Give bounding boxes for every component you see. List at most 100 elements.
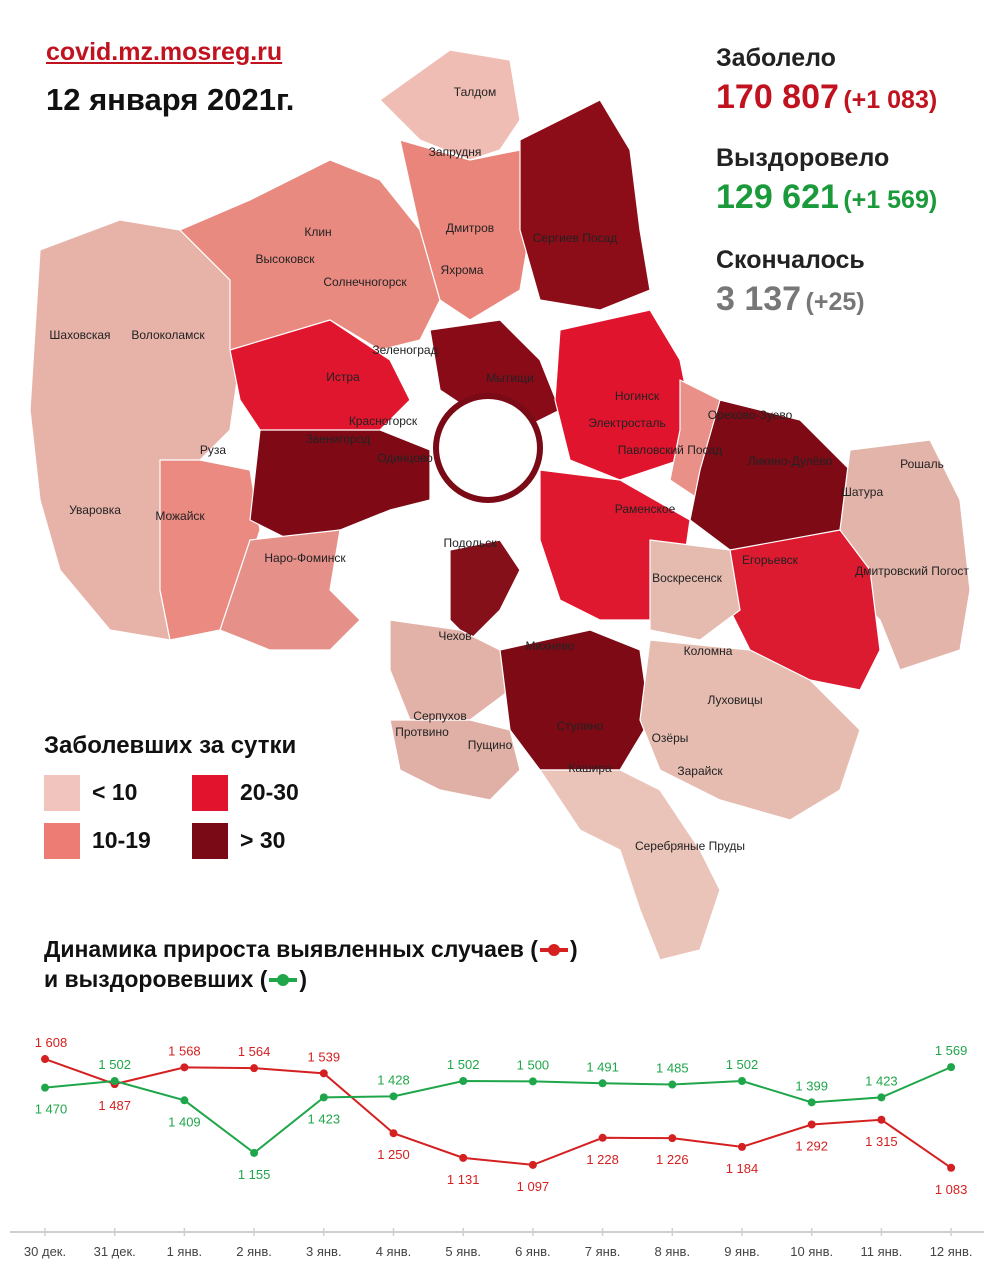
deceased-delta: (+25) xyxy=(805,288,865,316)
legend-label-10-19: 10-19 xyxy=(92,827,151,853)
legend-swatch-lt10 xyxy=(44,775,80,811)
map-region-stupino xyxy=(499,629,651,771)
map-town-label: Орехово-Зуево xyxy=(708,408,793,422)
map-town-label: Раменское xyxy=(615,502,676,516)
x-tick-label: 11 янв. xyxy=(860,1244,902,1259)
cases-data-label: 1 226 xyxy=(656,1152,689,1167)
map-town-label: Озёры xyxy=(652,731,689,745)
cases-data-label: 1 539 xyxy=(308,1049,341,1064)
cases-series-line xyxy=(44,1058,952,1169)
recovered-data-label: 1 502 xyxy=(726,1057,759,1072)
map-town-label: Истра xyxy=(326,370,360,384)
dynamics-chart: 30 дек. 31 дек. 1 янв. 2 янв. 3 янв. 4 янв. 5 … xyxy=(10,1035,984,1259)
infected-block: 170 807 (+1 083) xyxy=(716,78,937,117)
recovered-data-label: 1 423 xyxy=(308,1111,341,1126)
x-tick-label: 2 янв. xyxy=(236,1244,272,1259)
deceased-block: 3 137 (+25) xyxy=(716,280,865,319)
map-town-label: Дмитров xyxy=(446,221,494,235)
map-town-label: Подольск xyxy=(444,536,498,550)
cases-point xyxy=(807,1120,816,1129)
legend-swatch-10-19 xyxy=(44,823,80,859)
cases-point xyxy=(459,1153,468,1162)
recovered-point xyxy=(807,1098,816,1107)
report-date: 12 января 2021г. xyxy=(46,82,295,117)
map-town-label: Одинцово xyxy=(377,451,433,465)
map-town-label: Можайск xyxy=(155,509,205,523)
recovered-point xyxy=(598,1079,607,1088)
cases-data-label: 1 184 xyxy=(726,1161,759,1176)
recovered-point xyxy=(877,1093,886,1102)
deceased-label: Скончалось xyxy=(716,246,865,274)
recovered-point xyxy=(389,1092,398,1101)
recovered-label: Выздоровело xyxy=(716,144,890,172)
infected-label: Заболело xyxy=(716,44,836,72)
cases-point xyxy=(668,1134,677,1143)
map-town-label: Талдом xyxy=(454,85,496,99)
cases-data-label: 1 315 xyxy=(865,1134,898,1149)
x-tick-label: 4 янв. xyxy=(376,1244,412,1259)
cases-point xyxy=(250,1064,259,1073)
x-tick-label: 5 янв. xyxy=(445,1244,481,1259)
x-tick-label: 9 янв. xyxy=(724,1244,760,1259)
map-region-chekhov xyxy=(389,619,511,721)
map-town-label: Рошаль xyxy=(900,457,944,471)
recovered-point xyxy=(41,1083,49,1092)
dynamics-title: Динамика прироста выявленных случаев () … xyxy=(44,934,578,994)
map-town-label: Ликино-Дулёво xyxy=(748,454,833,468)
map-region-kolomna xyxy=(639,639,861,821)
recovered-data-label: 1 428 xyxy=(377,1072,410,1087)
recovered-data-label: 1 502 xyxy=(447,1057,480,1072)
recovered-data-label: 1 409 xyxy=(168,1114,201,1129)
x-tick-label: 30 дек. xyxy=(24,1244,66,1259)
cases-data-label: 1 131 xyxy=(447,1172,480,1187)
map-town-label: Шатура xyxy=(841,485,884,499)
cases-point xyxy=(319,1069,328,1078)
source-link[interactable]: covid.mz.mosreg.ru xyxy=(46,38,283,66)
cases-data-label: 1 568 xyxy=(168,1043,201,1058)
map-region-odintsovo xyxy=(249,429,431,541)
recovered-point xyxy=(738,1077,746,1086)
map-town-label: Яхрома xyxy=(441,263,484,277)
map-town-label: Волоколамск xyxy=(131,328,205,342)
map-region-podolsk xyxy=(449,539,521,641)
x-tick-label: 6 янв. xyxy=(515,1244,551,1259)
recovered-data-label: 1 423 xyxy=(865,1073,898,1088)
map-town-label: Коломна xyxy=(684,644,733,658)
cases-data-label: 1 250 xyxy=(377,1147,410,1162)
cases-point xyxy=(877,1115,886,1124)
map-town-label: Ногинск xyxy=(615,389,660,403)
map-town-label: Ступино xyxy=(557,719,604,733)
recovered-point xyxy=(459,1077,468,1086)
legend-swatch-gt30 xyxy=(192,823,228,859)
map-town-label: Электросталь xyxy=(588,416,665,430)
cases-point xyxy=(180,1063,189,1072)
recovered-data-label: 1 485 xyxy=(656,1061,689,1076)
recovered-data-label: 1 155 xyxy=(238,1167,271,1182)
map-region-voskresensk xyxy=(649,539,741,641)
map-town-label: Звенигород xyxy=(306,432,370,446)
legend-cases-marker xyxy=(539,944,568,956)
cases-point xyxy=(389,1129,398,1138)
map-region-naro xyxy=(219,529,361,651)
dynamics-title-line1: Динамика прироста выявленных случаев ( xyxy=(44,936,538,962)
map-town-label: Зарайск xyxy=(677,764,723,778)
cases-data-label: 1 564 xyxy=(238,1044,271,1059)
map-region-dmitrov xyxy=(399,139,531,321)
recovered-delta: (+1 569) xyxy=(843,186,938,214)
cases-point xyxy=(947,1163,956,1172)
recovered-point xyxy=(319,1093,328,1102)
map-town-label: Пущино xyxy=(468,738,513,752)
recovered-data-label: 1 502 xyxy=(98,1057,131,1072)
map-town-label: Кашира xyxy=(568,761,612,775)
map-town-label: Серпухов xyxy=(413,709,466,723)
recovered-value: 129 621 xyxy=(716,178,839,216)
legend-label-gt30: > 30 xyxy=(240,827,286,853)
map-region-sergiev xyxy=(519,99,651,311)
map-town-label: Красногорск xyxy=(349,414,418,428)
deceased-value: 3 137 xyxy=(716,280,802,318)
map-town-label: Мытищи xyxy=(486,371,533,385)
map-town-label: Зеленоград xyxy=(372,343,437,357)
recovered-block: 129 621 (+1 569) xyxy=(716,178,937,217)
x-tick-label: 7 янв. xyxy=(585,1244,621,1259)
x-tick-label: 3 янв. xyxy=(306,1244,342,1259)
